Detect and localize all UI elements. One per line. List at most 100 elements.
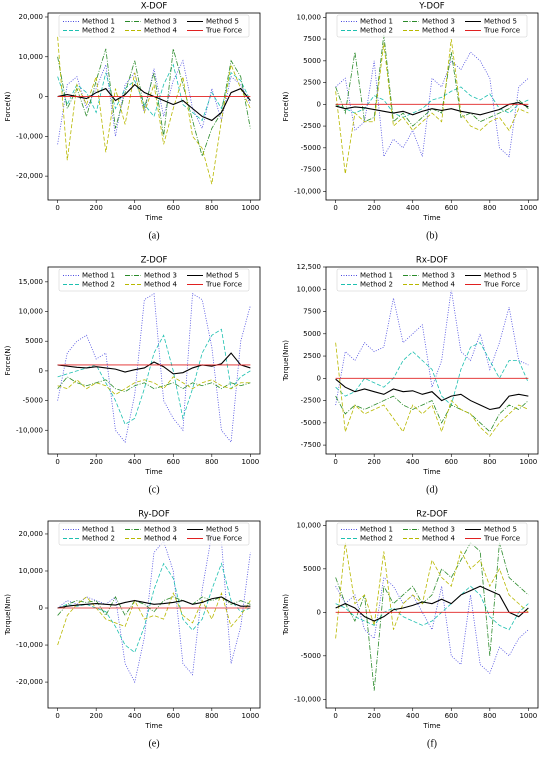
y-tick-label: 2500 [303, 352, 321, 360]
legend-label: Method 5 [206, 526, 239, 534]
x-tick-label: 1000 [519, 458, 537, 466]
panel: Rx-DOF 0 200 400 600 800 1000 -7500 -5000 -2500 0 2… [282, 256, 539, 495]
legend-label: Method 2 [360, 281, 393, 289]
legend-label: True Force [205, 281, 242, 289]
legend-label: Method 2 [360, 535, 393, 543]
legend-label: True Force [483, 281, 520, 289]
y-tick-label: 20,000 [19, 13, 44, 21]
legend-box [336, 14, 528, 38]
x-axis-label: Time [422, 468, 440, 476]
x-tick-label: 1000 [519, 712, 537, 720]
legend-box [58, 522, 250, 546]
legend-label: Method 3 [422, 526, 455, 534]
series-line [57, 596, 251, 609]
caption: (b) [426, 230, 438, 241]
x-tick-label: 0 [333, 712, 337, 720]
y-tick-label: -10,000 [16, 426, 43, 434]
series-group [335, 289, 529, 437]
y-tick-label: -2500 [301, 397, 321, 405]
x-tick-label: 600 [167, 458, 180, 466]
y-tick-label: -5000 [301, 144, 321, 152]
plot-frame [325, 12, 539, 201]
y-tick-label: -5000 [23, 397, 43, 405]
legend-label: Method 5 [484, 526, 517, 534]
series-line [335, 102, 529, 116]
y-tick-label: -7500 [301, 441, 321, 449]
x-tick-label: 1000 [241, 204, 259, 212]
series-group [57, 36, 251, 185]
series-line [57, 36, 251, 185]
legend-label: Method 4 [422, 535, 455, 543]
legend-box [58, 268, 250, 292]
y-tick-label: 5000 [25, 337, 43, 345]
y-tick-label: -10,000 [16, 132, 43, 140]
y-tick-label: -20,000 [16, 172, 43, 180]
series-line [57, 352, 251, 375]
plot-frame [47, 520, 261, 709]
y-tick-label: 7500 [303, 308, 321, 316]
panel: X-DOF 0 200 400 600 800 1000 -20,000 -10,000 0 10,… [4, 2, 261, 241]
y-tick-label: 7500 [303, 35, 321, 43]
series-line [57, 328, 251, 425]
legend-label: Method 1 [360, 272, 393, 280]
panel: Z-DOF 0 200 400 600 800 1000 -10,000 -5000 0 5000 1… [4, 256, 261, 495]
y-tick-label: 10,000 [19, 567, 44, 575]
y-tick-label: 10,000 [297, 521, 322, 529]
legend-label: Method 2 [82, 281, 115, 289]
chart-title: X-DOF [141, 2, 168, 12]
legend-label: Method 2 [82, 27, 115, 35]
y-tick-label: 0 [317, 374, 321, 382]
x-tick-label: 1000 [519, 204, 537, 212]
y-tick-label: 0 [39, 367, 43, 375]
x-tick-label: 200 [89, 712, 102, 720]
caption: (a) [148, 230, 159, 241]
legend-label: Method 1 [360, 18, 393, 26]
x-tick-label: 0 [55, 204, 59, 212]
legend-label: True Force [483, 535, 520, 543]
y-tick-label: 5000 [303, 57, 321, 65]
x-tick-label: 0 [55, 458, 59, 466]
legend-label: Method 4 [144, 535, 177, 543]
x-tick-label: 600 [167, 204, 180, 212]
y-tick-label: 5000 [303, 330, 321, 338]
x-axis-label: Time [422, 722, 440, 730]
legend-label: Method 1 [82, 272, 115, 280]
y-tick-label: 2500 [303, 79, 321, 87]
series-line [335, 585, 529, 631]
legend-label: Method 1 [82, 526, 115, 534]
x-tick-label: 600 [167, 712, 180, 720]
panel: Y-DOF 0 200 400 600 800 1000 -10,000 -7500 -5000 -… [282, 2, 539, 241]
series-line [57, 596, 251, 617]
x-tick-label: 400 [406, 458, 419, 466]
x-tick-label: 600 [445, 204, 458, 212]
series-group [57, 533, 251, 684]
legend-box [336, 268, 528, 292]
series-line [57, 293, 251, 444]
series-line [335, 342, 529, 406]
y-tick-label: 20,000 [19, 530, 44, 538]
series-line [335, 289, 529, 406]
y-axis-label: Force(N) [4, 91, 12, 121]
x-tick-label: 800 [483, 458, 496, 466]
panel: Rz-DOF 0 200 400 600 800 1000 -10,000 -5000 0 5000… [282, 510, 539, 749]
legend-label: Method 3 [144, 526, 177, 534]
y-tick-label: 12,500 [297, 263, 322, 271]
legend-label: Method 3 [144, 18, 177, 26]
chart-title: Rz-DOF [416, 510, 448, 520]
x-axis-label: Time [144, 722, 162, 730]
series-line [335, 342, 529, 437]
x-tick-label: 400 [128, 458, 141, 466]
series-line [57, 48, 251, 158]
legend-label: Method 4 [422, 27, 455, 35]
legend-label: Method 3 [422, 272, 455, 280]
y-tick-label: -5000 [301, 652, 321, 660]
series-group [57, 293, 251, 444]
legend-label: Method 5 [484, 272, 517, 280]
y-tick-label: -10,000 [294, 187, 321, 195]
x-tick-label: 200 [367, 204, 380, 212]
caption: (d) [426, 484, 438, 495]
